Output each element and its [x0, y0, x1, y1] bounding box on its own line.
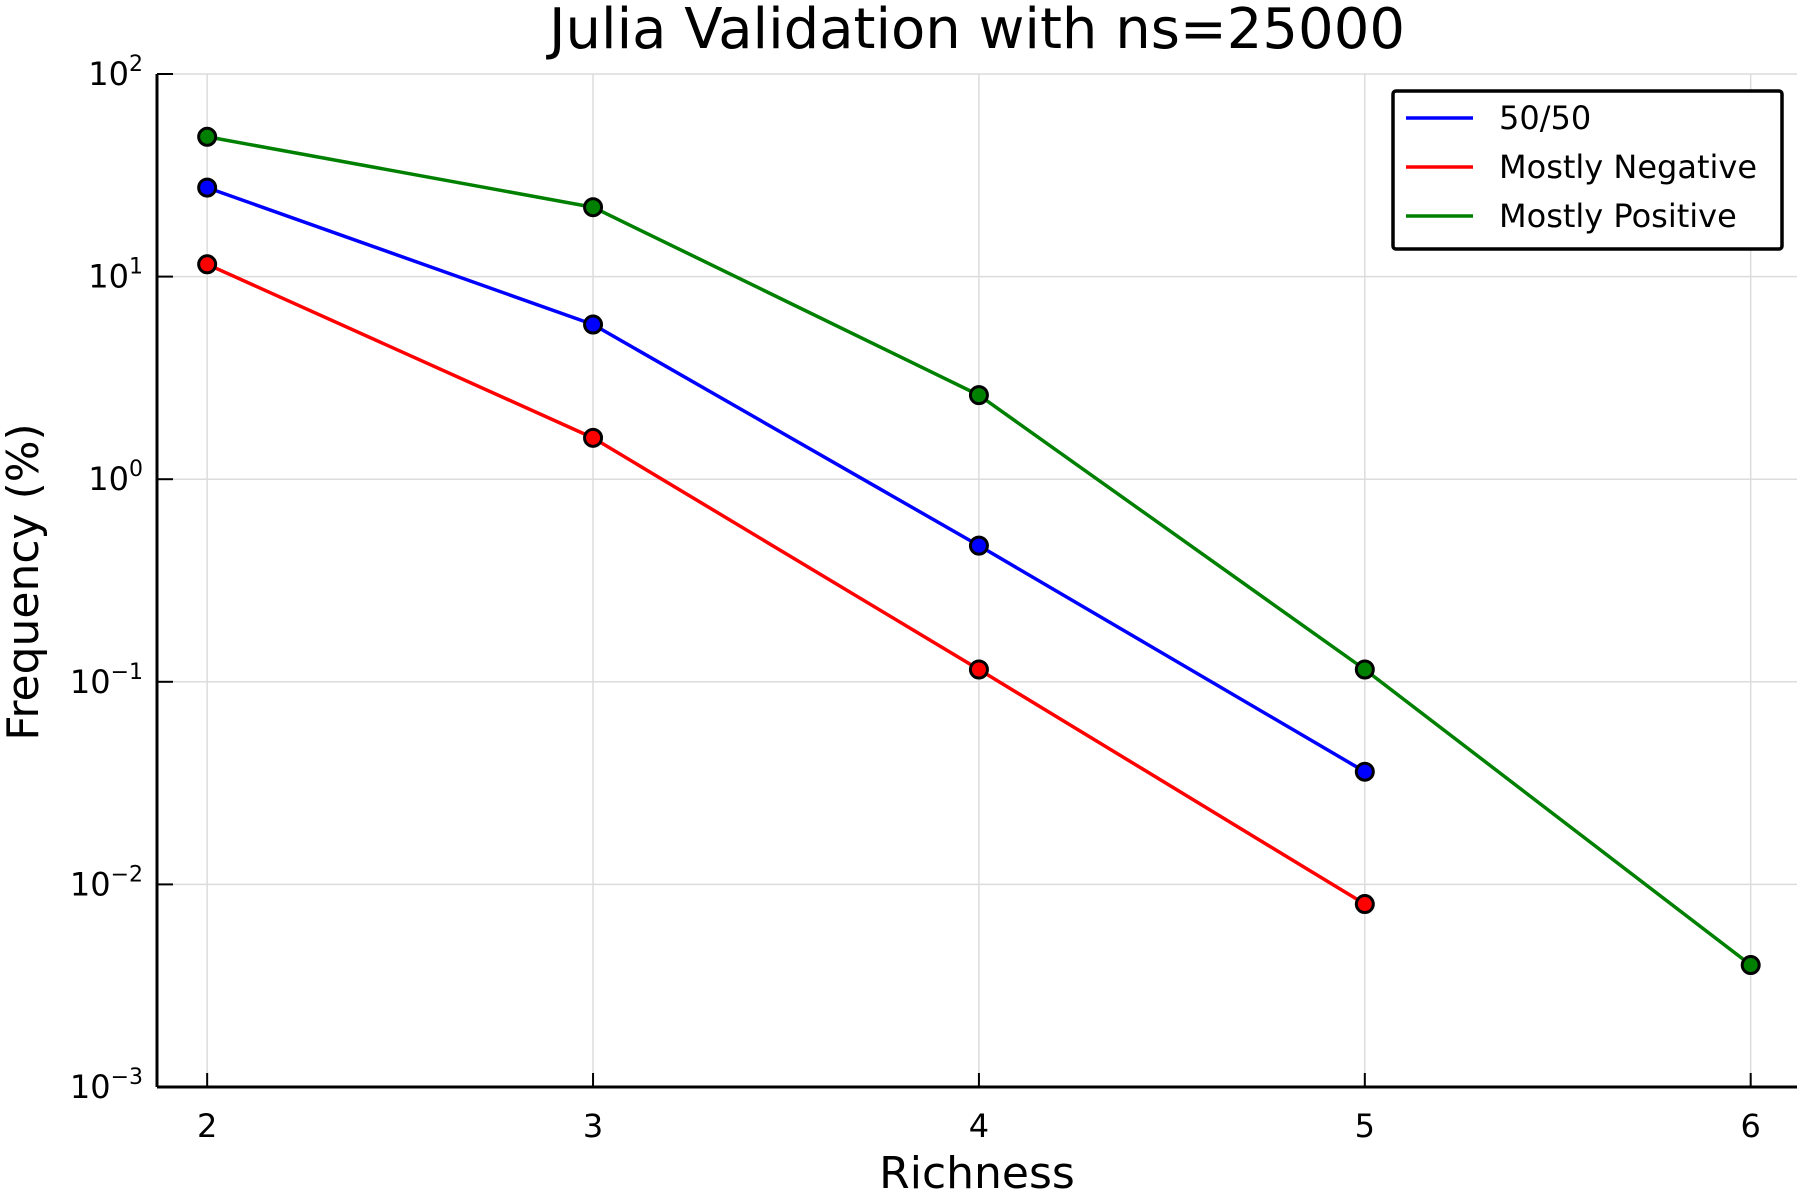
y-tick-label: 10−1 [70, 660, 143, 701]
legend-label: Mostly Negative [1499, 148, 1757, 186]
x-axis-label: Richness [879, 1148, 1075, 1199]
data-point-50-50 [583, 314, 604, 335]
y-tick-label: 101 [88, 255, 143, 296]
chart-title: Julia Validation with ns=25000 [546, 0, 1405, 62]
legend-label: Mostly Positive [1499, 197, 1737, 235]
series-layer [197, 126, 1761, 976]
data-point-mostly-positive [197, 126, 218, 147]
y-tick-base: 10 [88, 55, 129, 93]
x-tick-label: 6 [1741, 1107, 1761, 1145]
data-point-mostly-negative [968, 659, 989, 680]
data-point-50-50 [968, 535, 989, 556]
data-point-mostly-negative [583, 427, 604, 448]
y-tick-base: 10 [70, 865, 111, 903]
data-point-mostly-negative [197, 254, 218, 275]
y-tick-base: 10 [70, 663, 111, 701]
data-point-mostly-positive [583, 197, 604, 218]
x-tick-label: 4 [969, 1107, 989, 1145]
legend-box [1391, 89, 1784, 251]
y-tick-label: 10−2 [70, 862, 143, 903]
series-line-50-50 [206, 185, 1366, 774]
y-axis-label: Frequency (%) [0, 423, 49, 740]
y-tick-base: 10 [88, 258, 129, 296]
x-tick-label: 5 [1355, 1107, 1375, 1145]
y-tick-base: 10 [70, 1068, 111, 1106]
x-tick-label: 3 [583, 1107, 603, 1145]
data-point-mostly-positive [968, 385, 989, 406]
y-tick-label: 102 [88, 52, 143, 93]
y-tick-label: 10−3 [70, 1065, 143, 1106]
data-point-mostly-positive [1354, 659, 1375, 680]
series-line-mostly-negative [206, 262, 1366, 906]
legend-label: 50/50 [1499, 99, 1591, 137]
y-tick-exponent: 1 [129, 255, 143, 280]
y-tick-exponent: −1 [111, 660, 143, 685]
y-tick-label: 100 [88, 457, 143, 498]
y-tick-base: 10 [88, 460, 129, 498]
data-point-50-50 [197, 177, 218, 198]
y-tick-exponent: 0 [129, 457, 143, 482]
data-point-50-50 [1354, 761, 1375, 782]
data-point-mostly-positive [1740, 955, 1761, 976]
legend: 50/50 Mostly Negative Mostly Positive [1391, 89, 1784, 251]
y-tick-exponent: −2 [111, 862, 143, 887]
y-tick-exponent: −3 [111, 1065, 143, 1090]
data-point-mostly-negative [1354, 894, 1375, 915]
x-tick-label: 2 [197, 1107, 217, 1145]
y-tick-exponent: 2 [129, 52, 143, 77]
